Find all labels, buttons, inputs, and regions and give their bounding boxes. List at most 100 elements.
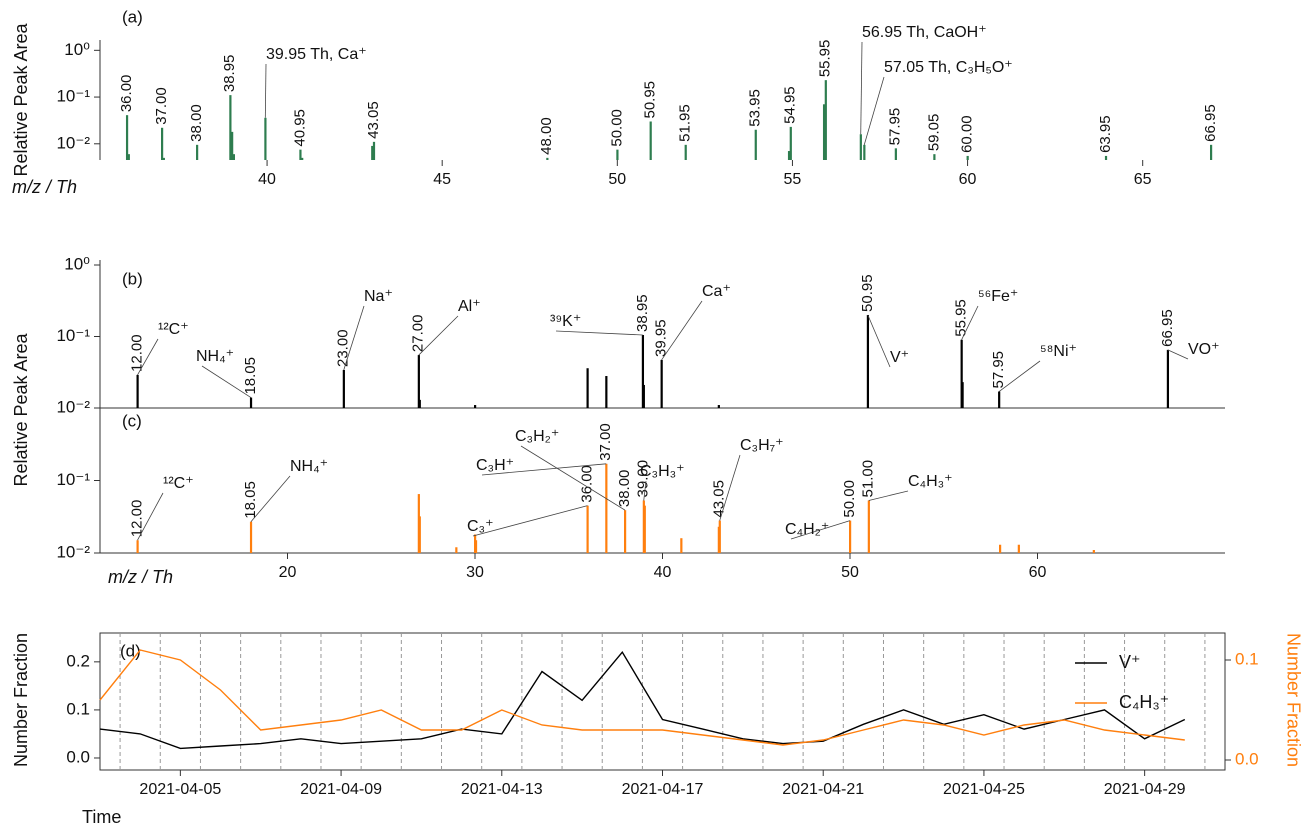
annotation-leader: [860, 41, 863, 135]
annotation-leader: [868, 490, 909, 501]
peak-label: 63.95: [1097, 115, 1114, 153]
peak: [586, 368, 589, 408]
x-tick-label: 65: [1134, 171, 1152, 188]
x-tick-label: 2021-04-25: [943, 781, 1025, 798]
x-tick-label: 50: [608, 171, 626, 188]
annotation-leader: [643, 480, 647, 501]
peak-label: 12.00: [128, 334, 145, 372]
peak-label: 50.00: [608, 109, 625, 147]
annotation-leader: [418, 315, 459, 356]
annotation: 39.95 Th, Ca⁺: [266, 46, 367, 63]
peak: [717, 405, 720, 408]
peak-label: 53.95: [747, 89, 764, 127]
panel-label: (d): [120, 641, 141, 660]
peak: [641, 334, 645, 408]
x-axis-label: Time: [82, 807, 121, 827]
peak: [649, 121, 652, 160]
peak-label: 38.95: [634, 294, 651, 332]
x-axis-label: m/z / Th: [12, 177, 77, 197]
y-tick-label: 10⁻¹: [56, 87, 90, 106]
peak-label: 39.00: [635, 460, 652, 498]
peak-label: 43.05: [365, 101, 382, 139]
y2-tick-label: 0.0: [1235, 749, 1259, 768]
legend-label: V⁺: [1119, 652, 1141, 672]
peak: [162, 157, 165, 160]
x-tick-label: 2021-04-29: [1104, 781, 1186, 798]
y-axis-label: Relative Peak Area: [11, 22, 31, 176]
annotation: ⁵⁶Fe⁺: [978, 288, 1018, 305]
y-tick-label: 0.0: [66, 747, 90, 766]
annotation-leader: [201, 365, 252, 398]
peak: [718, 520, 721, 553]
peak: [1166, 349, 1170, 408]
annotation-leader: [481, 463, 607, 476]
peak-label: 50.00: [841, 480, 858, 518]
x-tick-label: 40: [654, 564, 672, 581]
peak-label: 18.05: [242, 357, 259, 395]
annotation-leader: [719, 454, 741, 521]
annotation: C₄H₃⁺: [908, 473, 953, 490]
peak: [894, 148, 897, 160]
series-line: [99, 649, 1185, 746]
peak: [960, 339, 963, 408]
peak: [859, 134, 862, 160]
annotation: Na⁺: [364, 288, 393, 305]
peak: [616, 149, 619, 160]
peak-label: 37.00: [597, 423, 614, 461]
peak: [474, 540, 478, 553]
annotation: Al⁺: [458, 298, 481, 315]
peak: [136, 374, 139, 408]
legend-label: C₄H₃⁺: [1119, 692, 1169, 712]
peak-label: 57.95: [887, 108, 904, 146]
y-axis-label: Number Fraction: [11, 633, 31, 767]
annotation: V⁺: [890, 349, 909, 366]
peak: [754, 129, 757, 160]
series-line: [99, 650, 1186, 750]
peak: [684, 144, 687, 160]
y-tick-label: 0.2: [66, 651, 90, 670]
peak-label: 23.00: [335, 329, 352, 367]
peak: [232, 154, 235, 160]
x-tick-label: 30: [466, 564, 484, 581]
annotation: C₃H⁺: [476, 457, 514, 474]
annotation: C₃H₂⁺: [515, 428, 559, 445]
peak-label: 60.00: [959, 115, 976, 153]
peak-label: 66.95: [1202, 104, 1219, 142]
x-tick-label: 55: [784, 171, 802, 188]
peak: [933, 154, 936, 160]
y-axis-label: Relative Peak Area: [11, 332, 31, 486]
x-tick-label: 50: [841, 564, 859, 581]
annotation: ¹²C⁺: [163, 475, 194, 492]
peak: [229, 95, 232, 160]
peak-label: 55.95: [953, 299, 970, 337]
annotation: NH₄⁺: [196, 348, 234, 365]
peak: [624, 510, 627, 553]
peak: [680, 538, 683, 553]
annotation-leader: [863, 76, 885, 145]
peak-label: 50.95: [859, 274, 876, 312]
peak-label: 36.00: [118, 75, 135, 113]
annotation: C₃⁺: [467, 518, 494, 535]
y2-tick-label: 0.1: [1235, 649, 1259, 668]
annotation-leader: [137, 492, 164, 541]
peak-label: 38.00: [616, 470, 633, 508]
y-tick-label: 10⁻²: [56, 542, 90, 561]
annotation: C₃H₃⁺: [640, 463, 685, 480]
x-tick-label: 60: [959, 171, 977, 188]
y-tick-label: 10⁻¹: [56, 470, 90, 489]
annotation-leader: [343, 305, 365, 371]
peak: [849, 520, 852, 553]
peak: [418, 516, 421, 553]
peak-label: 36.00: [578, 465, 595, 503]
peak-label: 57.95: [990, 351, 1007, 389]
x-tick-label: 2021-04-09: [300, 781, 382, 798]
peak-label: 55.95: [817, 40, 834, 78]
peak: [1209, 144, 1213, 160]
peak: [342, 369, 345, 408]
panel-label: (a): [122, 7, 143, 26]
peak: [455, 547, 458, 553]
peak: [474, 405, 477, 408]
x-axis-label: m/z / Th: [108, 567, 173, 587]
x-tick-label: 45: [433, 171, 451, 188]
